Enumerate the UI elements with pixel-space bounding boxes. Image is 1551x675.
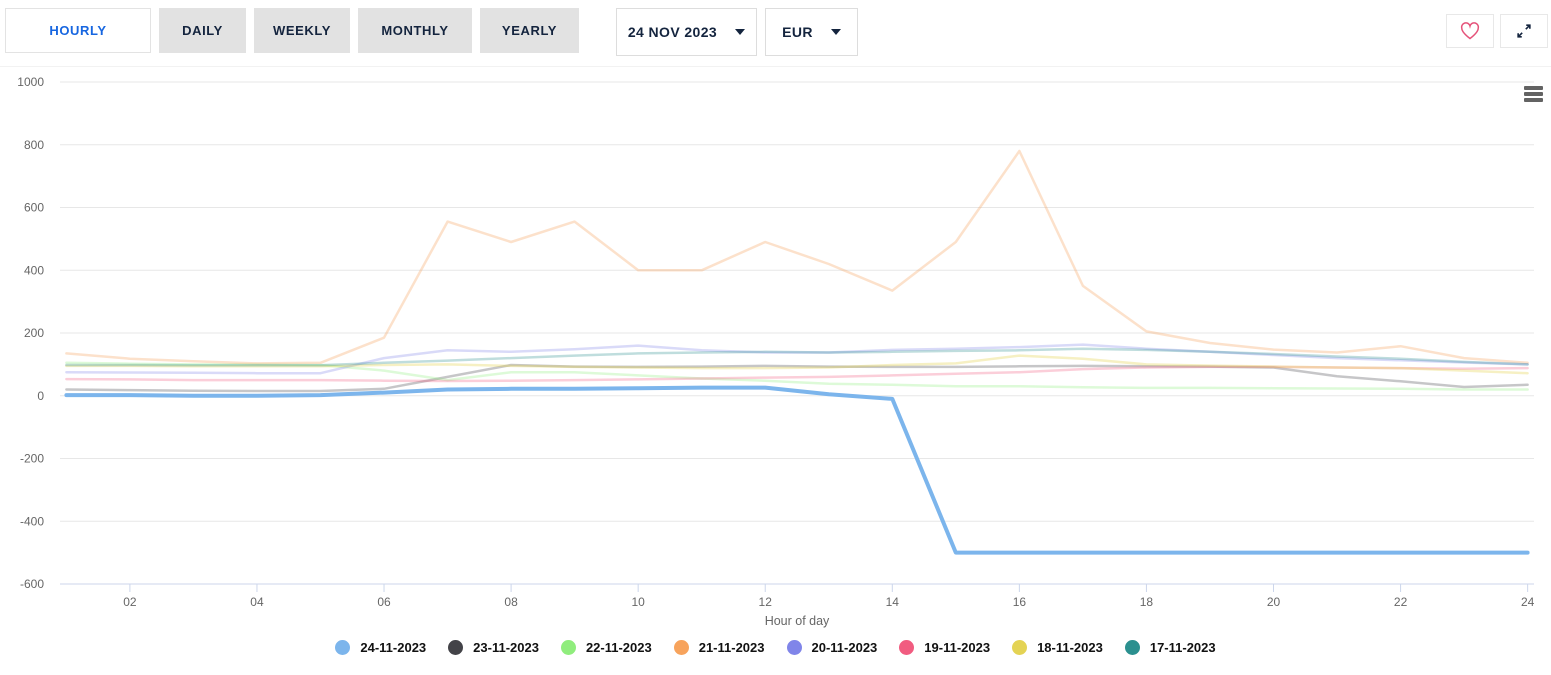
y-axis-label: 200 (24, 326, 44, 340)
series-line-23-11-2023[interactable] (65, 363, 1529, 393)
legend-label: 19-11-2023 (924, 640, 991, 655)
legend-marker-icon (448, 640, 464, 655)
y-axis-label: 600 (24, 201, 44, 215)
x-axis-label: 22 (1394, 595, 1408, 609)
currency-select-value: EUR (782, 24, 813, 40)
series-line-22-11-2023[interactable] (65, 361, 1529, 391)
hamburger-menu-icon (1524, 92, 1543, 96)
x-axis-label: 02 (123, 595, 137, 609)
chart-legend: 24-11-2023 23-11-2023 22-11-2023 21-11-2023… (0, 640, 1551, 655)
series-line-18-11-2023[interactable] (65, 354, 1529, 375)
legend-label: 18-11-2023 (1037, 640, 1103, 655)
legend-marker-icon (673, 640, 689, 655)
legend-marker-icon (786, 640, 802, 655)
legend-item-21-11-2023[interactable]: 21-11-2023 (673, 640, 765, 655)
hamburger-menu-icon (1524, 98, 1543, 102)
date-select[interactable]: 24 NOV 2023 (616, 8, 757, 56)
y-axis-label: 400 (24, 263, 44, 277)
legend-label: 23-11-2023 (473, 640, 539, 655)
chart-export-menu-button[interactable] (1524, 86, 1543, 104)
legend-label: 21-11-2023 (698, 640, 765, 655)
y-axis-label: 1000 (17, 75, 44, 89)
legend-marker-icon (560, 640, 576, 655)
date-select-value: 24 NOV 2023 (627, 24, 718, 40)
favorite-button[interactable] (1446, 14, 1494, 48)
legend-label: 22-11-2023 (585, 640, 652, 655)
x-axis-label: 14 (886, 595, 900, 609)
legend-marker-icon (899, 640, 915, 655)
legend-item-20-11-2023[interactable]: 20-11-2023 (786, 640, 878, 655)
heart-icon (1460, 21, 1480, 39)
x-axis-label: 08 (504, 595, 518, 609)
tab-hourly[interactable]: HOURLY (5, 8, 151, 53)
period-tabs: HOURLY DAILY WEEKLY MONTHLY YEARLY (5, 8, 579, 53)
fullscreen-button[interactable] (1500, 14, 1548, 48)
fullscreen-expand-icon (1517, 24, 1531, 38)
x-axis-label: 10 (631, 595, 645, 609)
legend-item-17-11-2023[interactable]: 17-11-2023 (1124, 640, 1216, 655)
series-line-19-11-2023[interactable] (65, 365, 1529, 383)
y-axis-label: 0 (37, 389, 44, 403)
y-axis-label: 800 (24, 138, 44, 152)
series-line-20-11-2023[interactable] (65, 343, 1529, 375)
y-axis-label: -200 (20, 452, 44, 466)
chevron-down-icon (735, 29, 746, 35)
x-axis-label: 16 (1013, 595, 1027, 609)
series-line-17-11-2023[interactable] (65, 347, 1529, 367)
x-axis-label: 06 (377, 595, 391, 609)
legend-item-23-11-2023[interactable]: 23-11-2023 (448, 640, 539, 655)
series-line-21-11-2023[interactable] (65, 149, 1529, 365)
series-line-24-11-2023[interactable] (64, 385, 1530, 555)
legend-item-19-11-2023[interactable]: 19-11-2023 (899, 640, 990, 655)
chevron-down-icon (830, 29, 841, 35)
x-axis-label: 20 (1267, 595, 1281, 609)
legend-item-18-11-2023[interactable]: 18-11-2023 (1012, 640, 1103, 655)
legend-label: 20-11-2023 (811, 640, 878, 655)
toolbar: HOURLY DAILY WEEKLY MONTHLY YEARLY 24 NO… (0, 0, 1551, 67)
legend-label: 17-11-2023 (1149, 640, 1216, 655)
y-axis-label: -600 (20, 577, 44, 591)
legend-item-22-11-2023[interactable]: 22-11-2023 (560, 640, 652, 655)
legend-item-24-11-2023[interactable]: 24-11-2023 (335, 640, 426, 655)
x-axis-label: 04 (250, 595, 264, 609)
y-axis-label: -400 (20, 514, 44, 528)
tab-weekly[interactable]: WEEKLY (254, 8, 350, 53)
legend-marker-icon (1124, 640, 1140, 655)
x-axis-label: 12 (759, 595, 773, 609)
legend-marker-icon (335, 640, 351, 655)
currency-select[interactable]: EUR (765, 8, 858, 56)
tab-yearly[interactable]: YEARLY (480, 8, 579, 53)
legend-marker-icon (1012, 640, 1028, 655)
x-axis-title: Hour of day (765, 614, 830, 628)
x-axis-label: 18 (1140, 595, 1154, 609)
tab-daily[interactable]: DAILY (159, 8, 246, 53)
legend-label: 24-11-2023 (360, 640, 427, 655)
hamburger-menu-icon (1524, 86, 1543, 90)
x-axis-label: 24 (1521, 595, 1535, 609)
tab-monthly[interactable]: MONTHLY (358, 8, 472, 53)
